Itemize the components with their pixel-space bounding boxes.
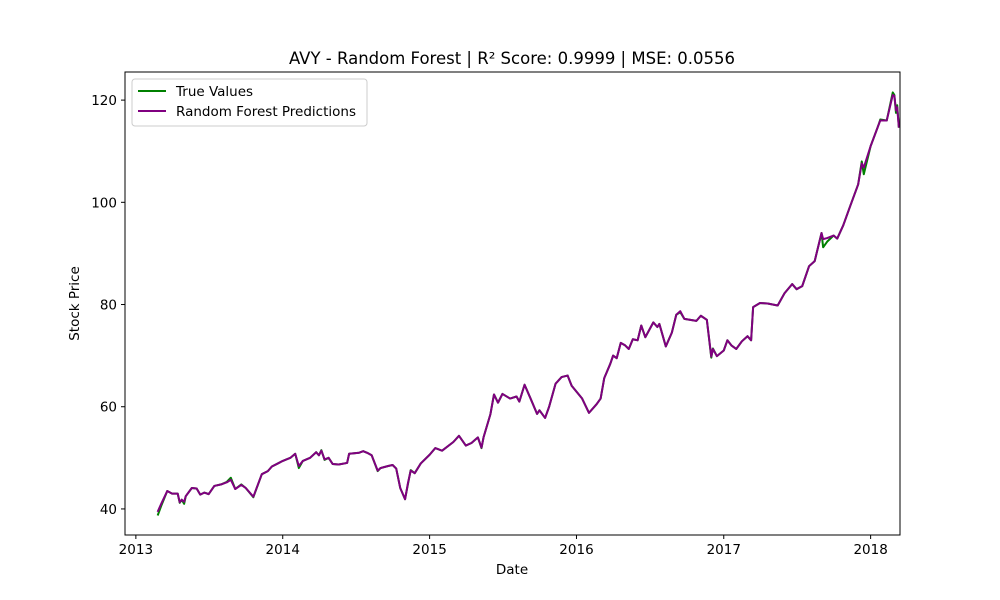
x-tick-label: 2017 <box>707 542 741 558</box>
y-tick-label: 60 <box>100 400 117 416</box>
legend-label-true-values: True Values <box>175 84 253 100</box>
legend: True Values Random Forest Predictions <box>131 78 368 127</box>
x-tick-label: 2014 <box>266 542 300 558</box>
plot-background <box>125 72 900 535</box>
x-tick-label: 2013 <box>119 542 153 558</box>
chart-title: AVY - Random Forest | R² Score: 0.9999 |… <box>289 49 735 68</box>
y-tick-label: 120 <box>91 93 117 109</box>
series-line-random-forest-predictions <box>156 94 900 513</box>
x-tick-label: 2018 <box>853 542 887 558</box>
plot-frame <box>124 71 901 536</box>
x-axis: 2013 2014 2015 2016 2017 2018 <box>119 535 888 558</box>
y-axis: 40 60 80 100 120 <box>91 93 125 518</box>
plot-area <box>124 71 901 536</box>
x-tick-label: 2016 <box>559 542 593 558</box>
y-tick-label: 80 <box>100 298 117 314</box>
legend-frame <box>131 78 368 127</box>
series-layer <box>156 91 900 516</box>
y-tick-label: 40 <box>100 502 117 518</box>
y-axis-label: Stock Price <box>67 266 83 341</box>
x-axis-label: Date <box>496 562 528 578</box>
y-tick-label: 100 <box>91 195 117 211</box>
x-tick-label: 2015 <box>412 542 446 558</box>
legend-label-random-forest-predictions: Random Forest Predictions <box>176 104 356 120</box>
